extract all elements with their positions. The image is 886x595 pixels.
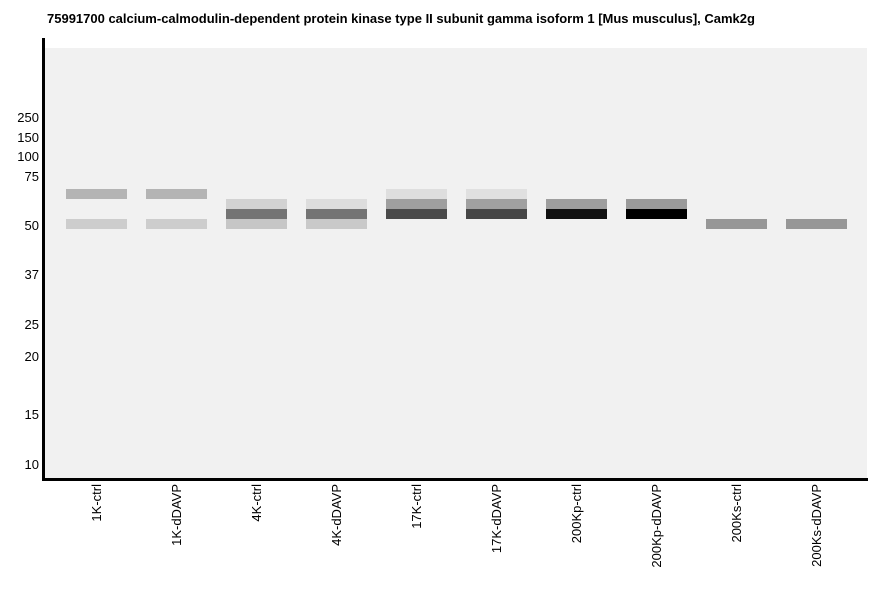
lane-label-200Ks-ctrl: 200Ks-ctrl — [728, 484, 744, 543]
gel-band — [306, 219, 367, 229]
lane-label-17K-dDAVP: 17K-dDAVP — [488, 484, 504, 554]
gel-band — [66, 219, 127, 229]
gel-band — [306, 209, 367, 219]
chart-title: 75991700 calcium-calmodulin-dependent pr… — [47, 11, 755, 26]
gel-band — [546, 199, 607, 209]
lane-label-4K-dDAVP: 4K-dDAVP — [328, 484, 344, 546]
lane-label-4K-ctrl: 4K-ctrl — [248, 484, 264, 522]
gel-band — [626, 199, 687, 209]
y-tick-label-20: 20 — [24, 349, 39, 364]
gel-band — [466, 209, 527, 219]
gel-band — [386, 199, 447, 209]
gel-band — [466, 189, 527, 199]
lane-label-200Kp-ctrl: 200Kp-ctrl — [568, 484, 584, 544]
y-axis-line — [42, 38, 45, 481]
y-tick-label-250: 250 — [17, 110, 39, 125]
lane-label-200Ks-dDAVP: 200Ks-dDAVP — [808, 484, 824, 567]
gel-band — [306, 199, 367, 209]
gel-band — [546, 209, 607, 219]
y-tick-label-75: 75 — [24, 169, 39, 184]
gel-band — [66, 189, 127, 199]
gel-band — [786, 219, 847, 229]
lane-label-1K-ctrl: 1K-ctrl — [88, 484, 104, 522]
gel-band — [706, 219, 767, 229]
plot-area — [45, 48, 867, 478]
lane-label-17K-ctrl: 17K-ctrl — [408, 484, 424, 529]
lane-label-200Kp-dDAVP: 200Kp-dDAVP — [648, 484, 664, 568]
gel-band — [226, 219, 287, 229]
y-tick-label-15: 15 — [24, 407, 39, 422]
gel-band — [466, 199, 527, 209]
gel-band — [386, 189, 447, 199]
y-tick-label-50: 50 — [24, 218, 39, 233]
y-tick-label-150: 150 — [17, 130, 39, 145]
y-tick-label-100: 100 — [17, 149, 39, 164]
x-axis-line — [42, 478, 868, 481]
gel-band — [146, 219, 207, 229]
gel-band — [226, 199, 287, 209]
gel-band — [226, 209, 287, 219]
y-tick-label-10: 10 — [24, 457, 39, 472]
lane-label-1K-dDAVP: 1K-dDAVP — [168, 484, 184, 546]
gel-band — [146, 189, 207, 199]
gel-band — [626, 209, 687, 219]
y-tick-label-37: 37 — [24, 267, 39, 282]
y-tick-label-25: 25 — [24, 317, 39, 332]
gel-band — [386, 209, 447, 219]
